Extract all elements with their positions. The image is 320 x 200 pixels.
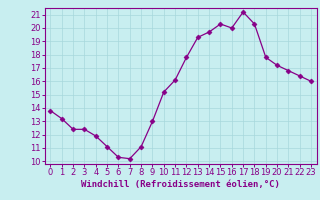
X-axis label: Windchill (Refroidissement éolien,°C): Windchill (Refroidissement éolien,°C) bbox=[81, 180, 280, 189]
